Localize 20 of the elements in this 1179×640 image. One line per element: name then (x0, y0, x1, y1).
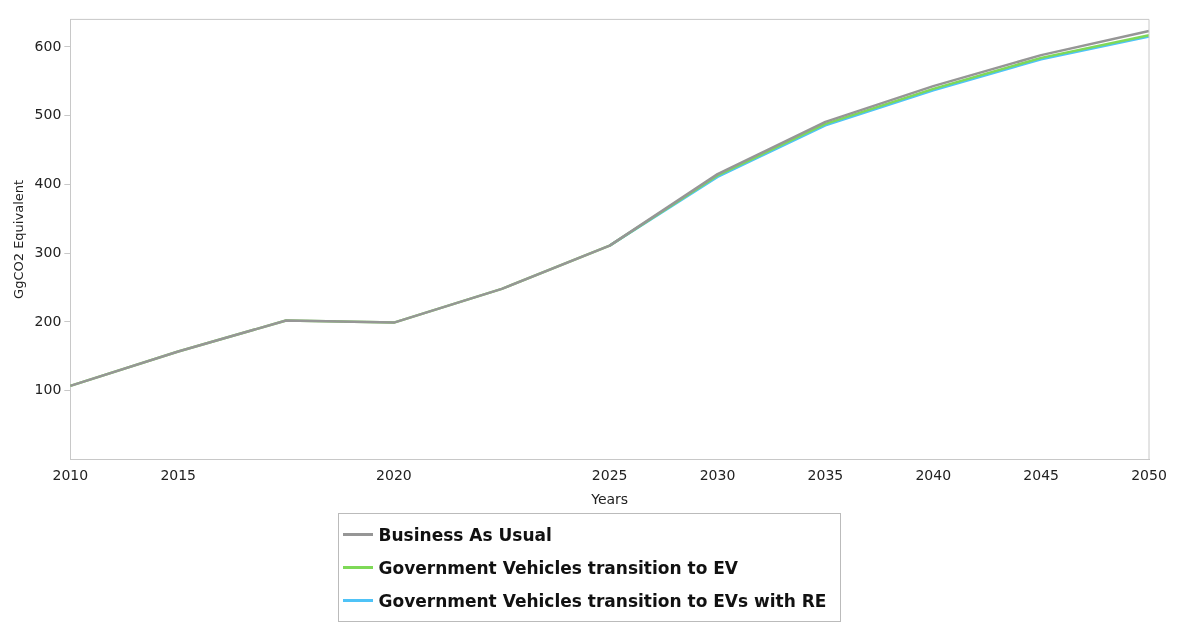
x-axis-title: Years (590, 491, 629, 508)
y-axis-title: GgCO2 Equivalent (11, 179, 27, 299)
y-tick-label: 300 (34, 243, 62, 260)
x-tick-label: 2030 (699, 467, 736, 484)
y-tick-label: 200 (34, 312, 62, 329)
x-tick-label: 2010 (52, 467, 89, 484)
x-tick-label: 2015 (160, 467, 197, 484)
x-tick-label: 2035 (807, 467, 844, 484)
x-tick-label: 2020 (376, 467, 412, 484)
legend-label: Business As Usual (378, 524, 552, 545)
y-tick-label: 600 (34, 37, 62, 54)
x-tick-label: 2050 (1131, 467, 1167, 484)
legend-label: Government Vehicles transition to EV (378, 557, 739, 578)
y-tick-label: 400 (34, 175, 62, 192)
legend-label: Government Vehicles transition to EVs with RE (378, 590, 827, 611)
x-tick-label: 2040 (915, 467, 952, 484)
y-tick-label: 500 (34, 106, 62, 123)
y-tick-label: 100 (34, 381, 62, 398)
x-tick-label: 2045 (1023, 467, 1059, 484)
x-tick-label: 2025 (591, 467, 628, 484)
